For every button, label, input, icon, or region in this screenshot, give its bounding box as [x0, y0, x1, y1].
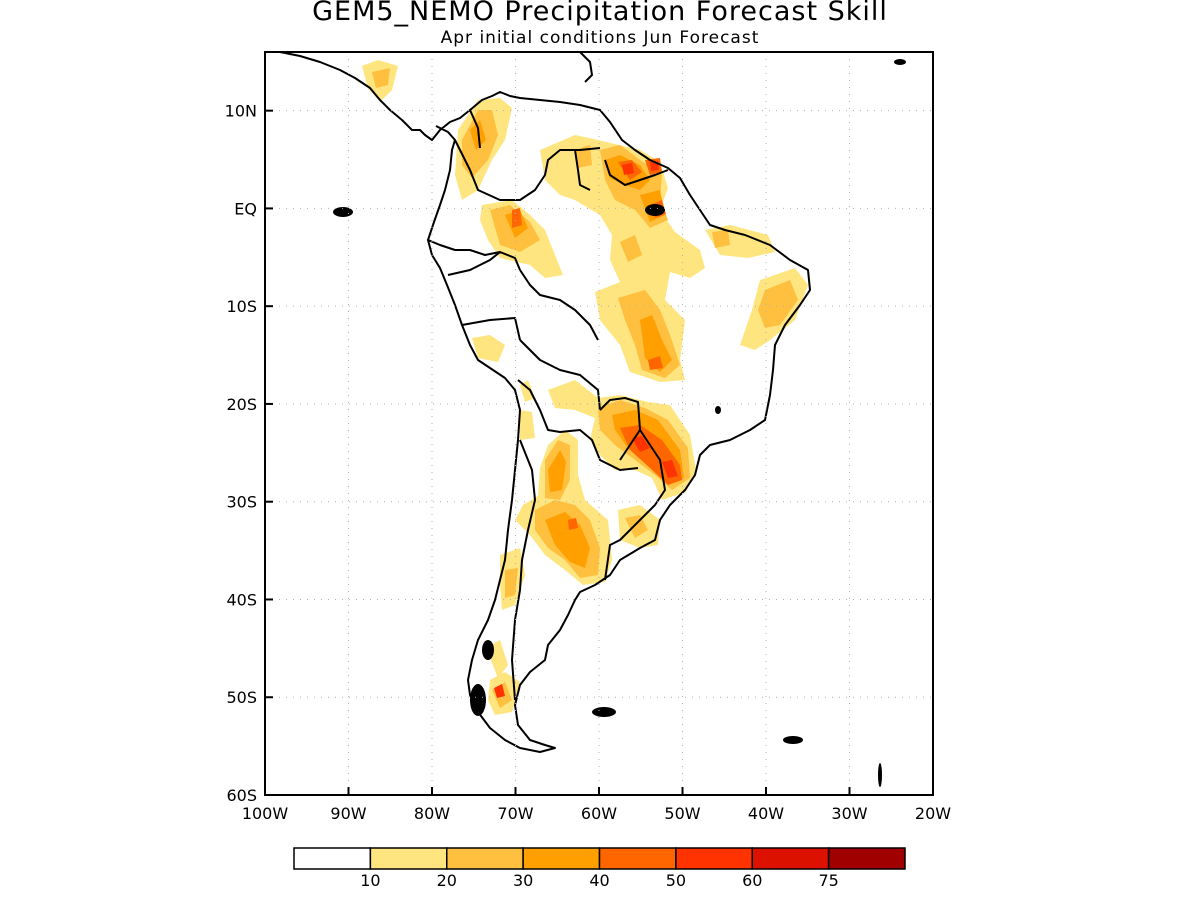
lon-tick-label: 40W — [748, 804, 784, 823]
lon-tick-label: 20W — [915, 804, 951, 823]
lat-tick-label: 10S — [226, 297, 257, 316]
colorbar-swatch — [446, 847, 524, 870]
islands — [333, 59, 906, 787]
colorbar-label: 20 — [437, 871, 457, 890]
lon-tick-label: 30W — [831, 804, 867, 823]
skill-level-50-60 — [494, 161, 678, 698]
map-subtitle: Apr initial conditions Jun Forecast — [440, 28, 760, 48]
colorbar-label: 40 — [589, 871, 609, 890]
colorbar-swatch — [598, 847, 677, 870]
colorbar-swatch — [751, 847, 830, 870]
colorbar: 10 20 30 40 50 60 75 — [293, 847, 906, 890]
grid-lines — [265, 52, 933, 795]
lon-tick-label: 50W — [664, 804, 700, 823]
colorbar-swatch — [369, 847, 448, 870]
colorbar-swatch — [522, 847, 601, 870]
longitude-axis: 100W 90W 80W 70W 60W 50W 40W 30W 20W — [242, 787, 951, 823]
colorbar-swatch — [675, 847, 753, 870]
coastline — [279, 52, 811, 753]
colorbar-label: 50 — [666, 871, 686, 890]
colorbar-label: 30 — [513, 871, 533, 890]
lon-tick-label: 70W — [497, 804, 533, 823]
lon-tick-label: 60W — [581, 804, 617, 823]
skill-shading — [362, 60, 808, 715]
latitude-axis: 10N EQ 10S 20S 30S 40S 50S 60S — [225, 102, 273, 805]
lat-tick-label: EQ — [234, 199, 257, 218]
colorbar-swatch — [827, 847, 906, 870]
colorbar-label: 10 — [360, 871, 380, 890]
lat-tick-label: 30S — [226, 493, 257, 512]
lat-tick-label: 10N — [225, 102, 257, 121]
lon-tick-label: 100W — [242, 804, 289, 823]
lat-tick-label: 50S — [226, 688, 257, 707]
lat-tick-label: 20S — [226, 395, 257, 414]
lat-tick-label: 60S — [226, 786, 257, 805]
colorbar-label: 60 — [742, 871, 762, 890]
lon-tick-label: 80W — [414, 804, 450, 823]
colorbar-label: 75 — [818, 871, 838, 890]
map-title: GEM5_NEMO Precipitation Forecast Skill — [312, 0, 888, 27]
colorbar-swatch — [293, 847, 372, 870]
lon-tick-label: 90W — [330, 804, 366, 823]
lat-tick-label: 40S — [226, 590, 257, 609]
